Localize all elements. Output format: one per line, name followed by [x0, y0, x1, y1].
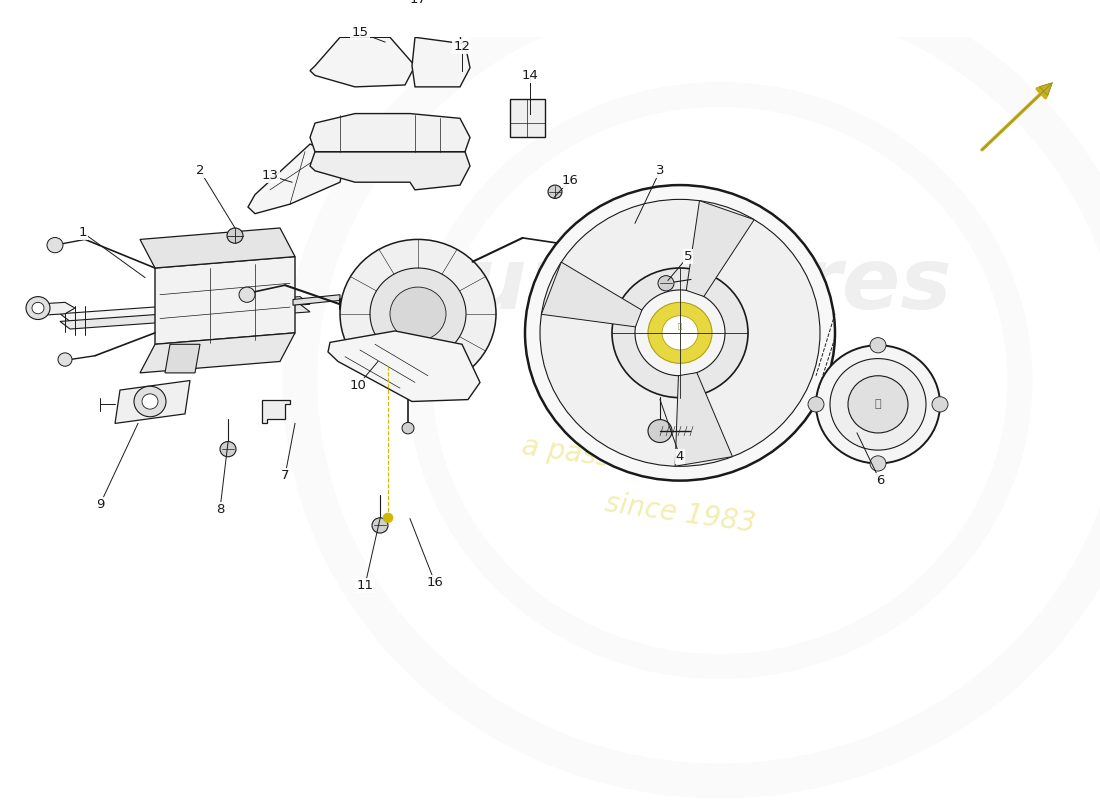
- Polygon shape: [686, 201, 755, 297]
- Polygon shape: [510, 99, 544, 138]
- Text: ⬧: ⬧: [874, 399, 881, 410]
- Circle shape: [662, 316, 698, 350]
- Polygon shape: [248, 144, 345, 214]
- Circle shape: [402, 422, 414, 434]
- Polygon shape: [310, 152, 470, 190]
- Polygon shape: [60, 297, 310, 322]
- Polygon shape: [165, 344, 200, 373]
- Polygon shape: [293, 294, 340, 305]
- Text: 13: 13: [262, 169, 278, 182]
- Polygon shape: [140, 333, 295, 373]
- Polygon shape: [60, 304, 310, 329]
- Circle shape: [372, 518, 388, 533]
- Text: 15: 15: [352, 26, 368, 39]
- Text: 16: 16: [562, 174, 579, 187]
- Circle shape: [47, 238, 63, 253]
- Text: 7: 7: [280, 470, 289, 482]
- Polygon shape: [541, 262, 641, 327]
- Polygon shape: [675, 373, 733, 466]
- Text: 5: 5: [684, 250, 692, 263]
- Circle shape: [635, 290, 725, 376]
- Circle shape: [548, 185, 562, 198]
- Circle shape: [658, 276, 674, 291]
- Circle shape: [816, 346, 940, 463]
- Circle shape: [830, 358, 926, 450]
- Text: 8: 8: [216, 502, 224, 516]
- Circle shape: [227, 228, 243, 243]
- Circle shape: [848, 376, 908, 433]
- Circle shape: [58, 353, 72, 366]
- Circle shape: [390, 287, 446, 341]
- Text: since 1983: since 1983: [603, 490, 757, 538]
- Polygon shape: [116, 381, 190, 423]
- Circle shape: [220, 442, 236, 457]
- Circle shape: [870, 456, 886, 471]
- Circle shape: [648, 302, 712, 363]
- Text: 9: 9: [96, 498, 104, 511]
- Circle shape: [370, 268, 466, 359]
- Circle shape: [142, 394, 158, 409]
- Polygon shape: [262, 399, 290, 423]
- Circle shape: [808, 397, 824, 412]
- Text: a passion...: a passion...: [519, 432, 681, 482]
- Polygon shape: [310, 38, 415, 87]
- Text: 1: 1: [79, 226, 87, 239]
- Circle shape: [870, 338, 886, 353]
- Text: 6: 6: [876, 474, 884, 487]
- Circle shape: [540, 199, 820, 466]
- Circle shape: [32, 302, 44, 314]
- Circle shape: [383, 513, 393, 522]
- Circle shape: [525, 185, 835, 481]
- Polygon shape: [310, 114, 470, 152]
- Circle shape: [239, 287, 255, 302]
- Text: 16: 16: [427, 576, 443, 589]
- Polygon shape: [35, 302, 75, 316]
- Circle shape: [612, 268, 748, 398]
- Polygon shape: [328, 331, 480, 402]
- Circle shape: [562, 238, 579, 253]
- Text: 17: 17: [409, 0, 427, 6]
- Text: 🐂: 🐂: [678, 322, 682, 329]
- Text: 14: 14: [521, 69, 538, 82]
- Text: 12: 12: [453, 40, 471, 54]
- Text: 3: 3: [656, 164, 664, 178]
- Circle shape: [648, 420, 672, 442]
- Polygon shape: [155, 257, 295, 344]
- Text: eurospares: eurospares: [408, 244, 953, 326]
- Text: 11: 11: [356, 579, 374, 592]
- Text: 4: 4: [675, 450, 684, 463]
- Circle shape: [340, 239, 496, 388]
- Polygon shape: [412, 38, 470, 87]
- Polygon shape: [140, 228, 295, 268]
- Circle shape: [26, 297, 50, 319]
- Circle shape: [134, 386, 166, 417]
- Text: 10: 10: [350, 378, 366, 392]
- Text: 2: 2: [196, 164, 205, 178]
- Circle shape: [932, 397, 948, 412]
